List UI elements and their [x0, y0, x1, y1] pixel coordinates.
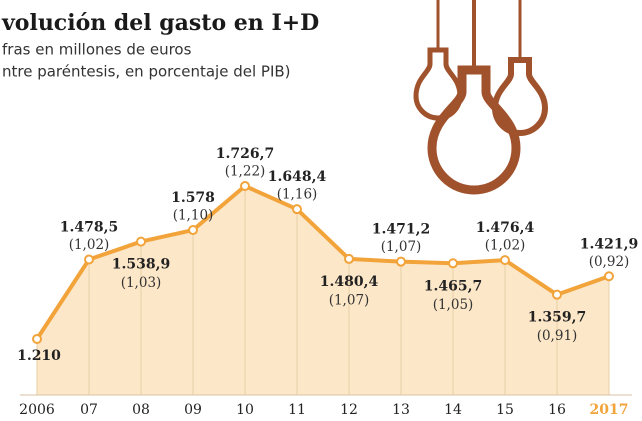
value-label: 1.471,2 [372, 222, 430, 238]
subtitle: fras en millones de euros [2, 41, 192, 59]
x-tick-label: 2006 [19, 402, 55, 418]
pib-label: (0,91) [537, 328, 578, 344]
x-tick-label: 14 [444, 402, 462, 418]
x-tick-label: 2017 [590, 402, 629, 418]
value-label: 1.578 [171, 190, 215, 206]
point [189, 226, 197, 234]
value-label: 1.359,7 [528, 310, 586, 326]
pib-label: (1,03) [121, 275, 162, 291]
bulbs-decoration [416, 0, 545, 190]
point [33, 335, 41, 343]
subtitle: ntre paréntesis, en porcentaje del PIB) [2, 63, 291, 81]
pib-label: (1,07) [329, 292, 370, 308]
value-label: 1.478,5 [60, 219, 118, 235]
value-label: 1.476,4 [476, 220, 535, 236]
x-tick-label: 10 [236, 402, 254, 418]
pib-label: (1,07) [381, 239, 422, 255]
value-label: 1.480,4 [320, 274, 379, 290]
point [137, 238, 145, 246]
pib-label: (1,16) [277, 187, 318, 203]
x-tick-label: 12 [340, 402, 358, 418]
value-label: 1.726,7 [216, 146, 274, 162]
point [553, 291, 561, 299]
point [85, 255, 93, 263]
point [241, 182, 249, 190]
value-label: 1.648,4 [268, 169, 327, 185]
point [449, 259, 457, 267]
value-label: 1.538,9 [112, 257, 170, 273]
pib-label: (1,05) [433, 297, 474, 313]
pib-label: (0,92) [589, 254, 630, 270]
pib-label: (1,02) [69, 237, 110, 253]
x-tick-label: 13 [392, 402, 410, 418]
x-tick-label: 09 [184, 402, 202, 418]
pib-label: (1,02) [485, 238, 526, 254]
point [397, 258, 405, 266]
value-label: 1.210 [17, 348, 61, 364]
pib-label: (1,10) [173, 208, 214, 224]
point [293, 205, 301, 213]
x-tick-label: 11 [288, 402, 306, 418]
point [345, 255, 353, 263]
pib-label: (1,22) [225, 164, 266, 180]
value-label: 1.465,7 [424, 278, 482, 294]
point [605, 272, 613, 280]
x-tick-label: 15 [496, 402, 514, 418]
x-tick-label: 16 [548, 402, 566, 418]
point [501, 256, 509, 264]
x-tick-label: 07 [80, 402, 98, 418]
value-label: 1.421,9 [580, 236, 638, 252]
chart-title: volución del gasto en I+D [1, 10, 319, 36]
chart: volución del gasto en I+D fras en millon… [0, 0, 642, 421]
x-tick-label: 08 [132, 402, 150, 418]
